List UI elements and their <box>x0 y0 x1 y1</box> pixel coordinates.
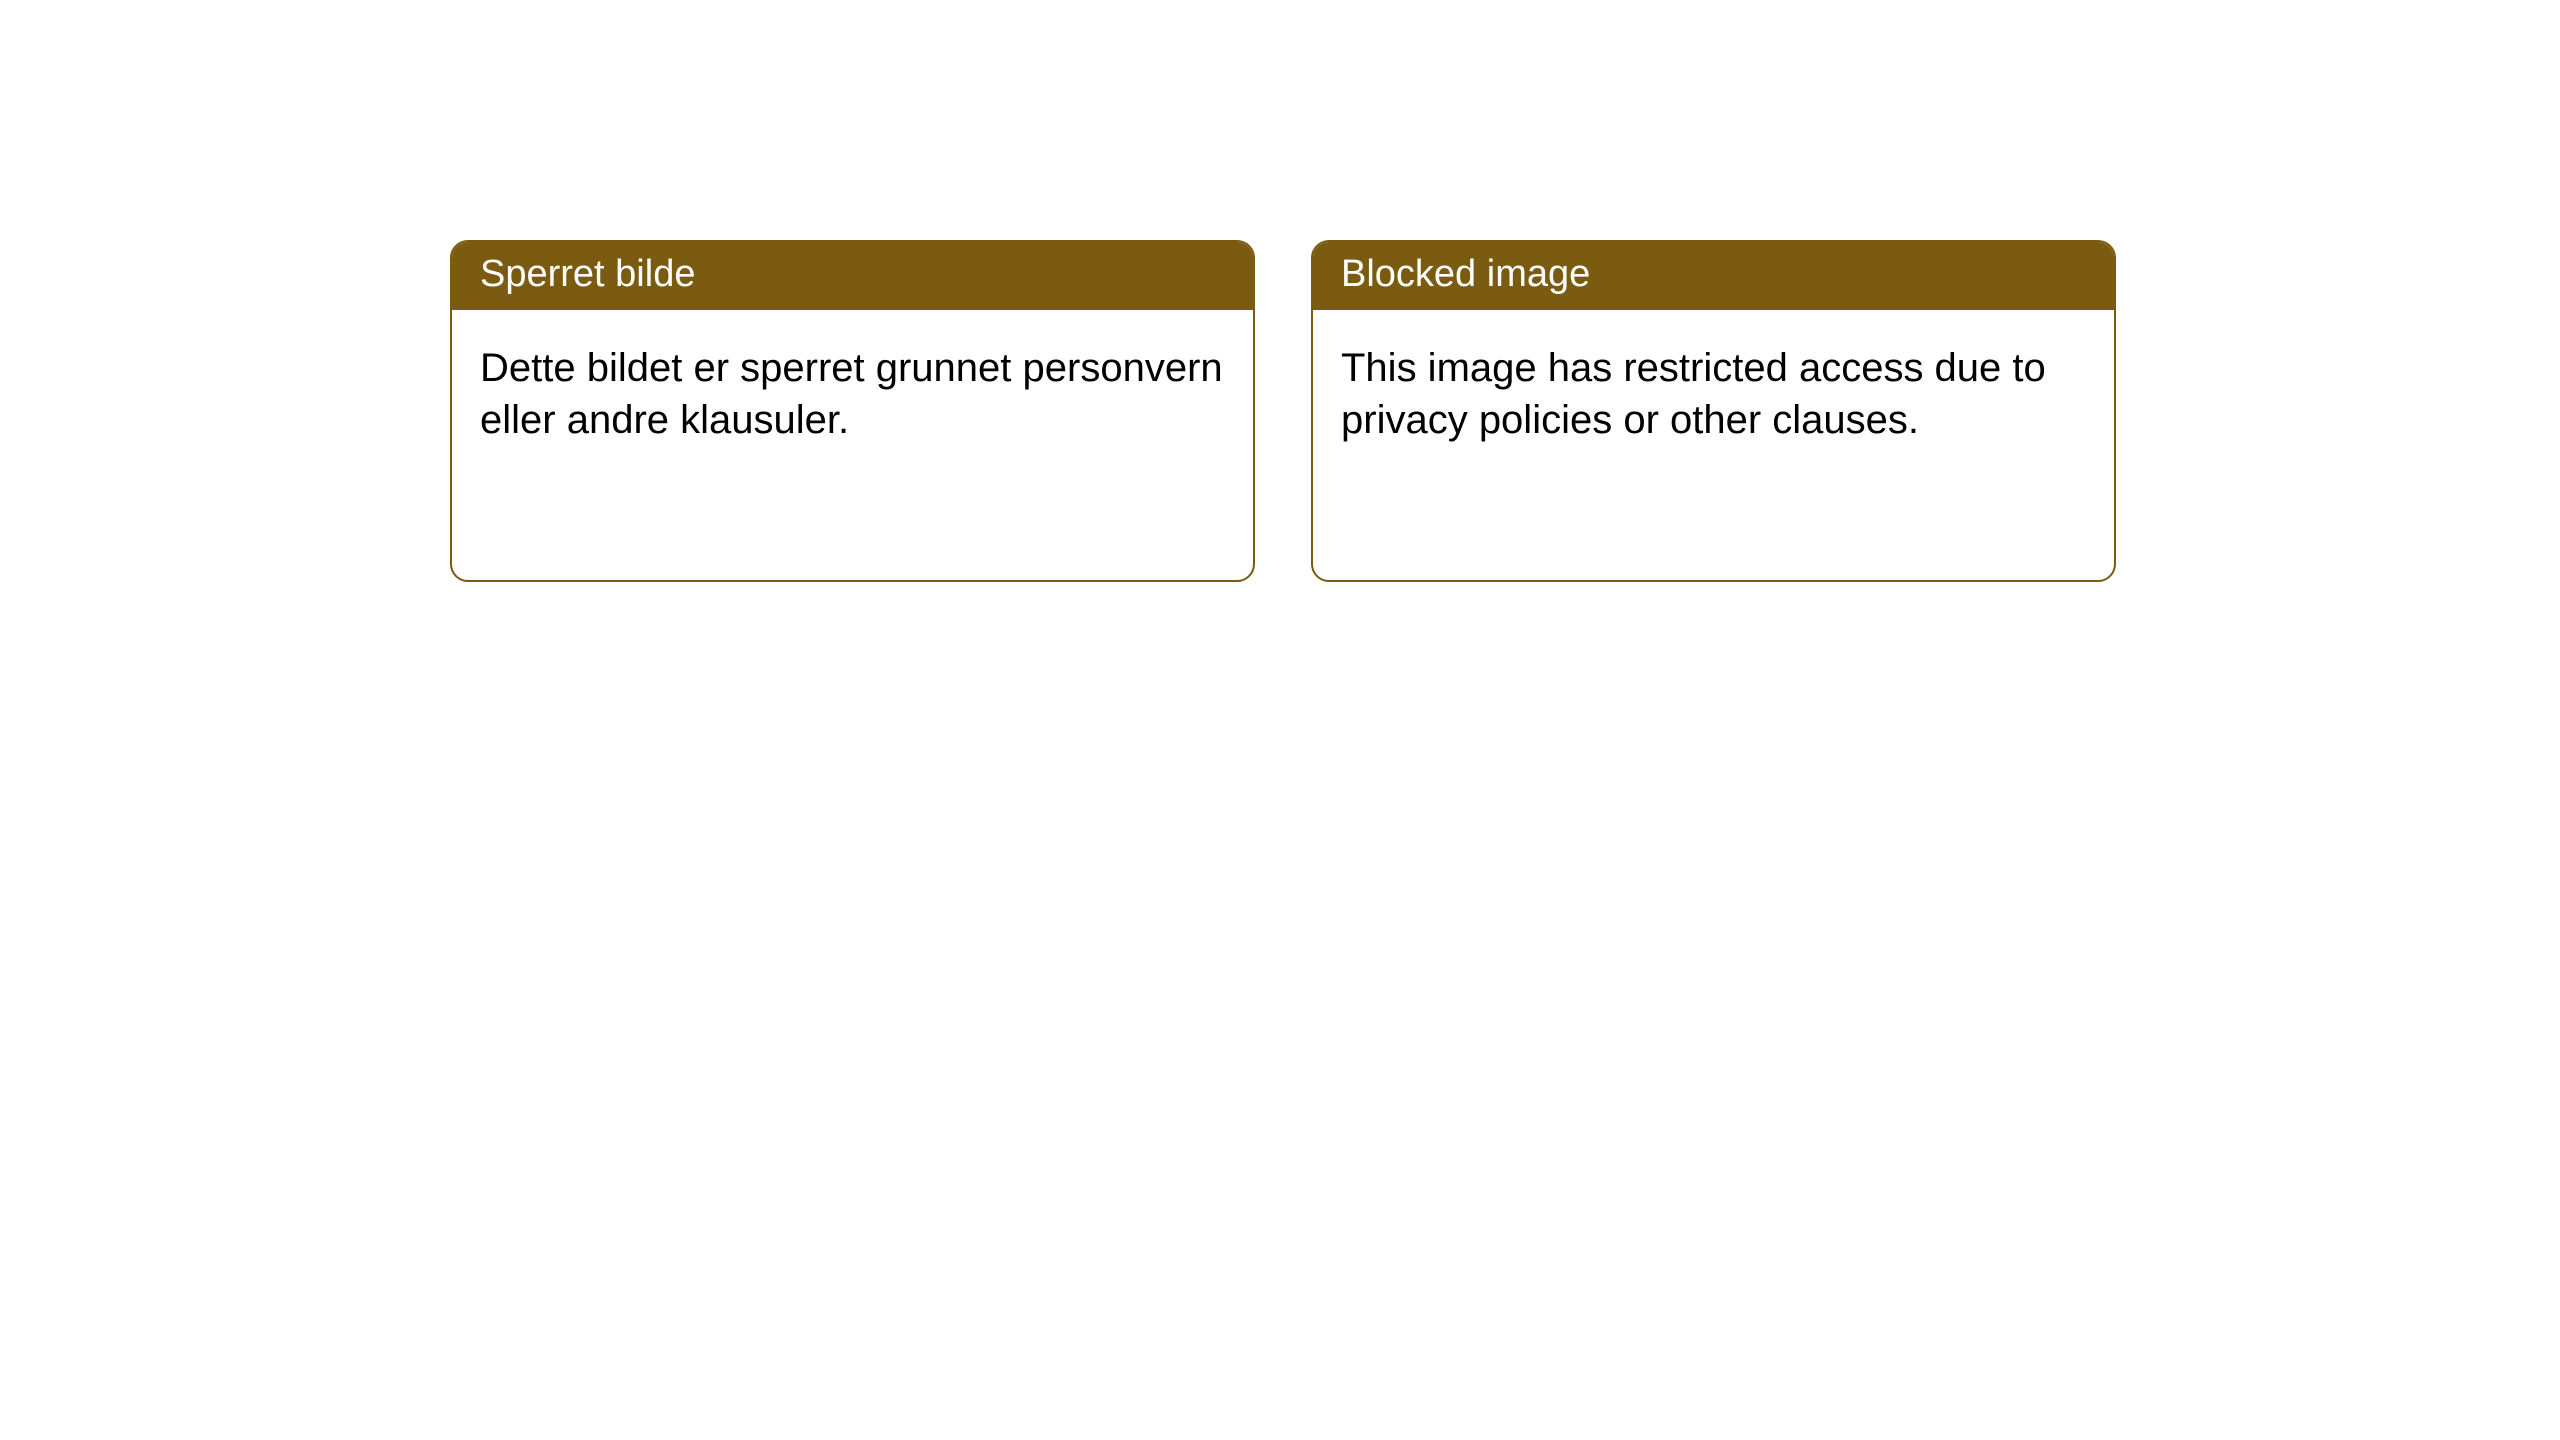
notice-header: Sperret bilde <box>452 242 1253 310</box>
notice-header-text: Blocked image <box>1341 253 1590 295</box>
notice-body-text: This image has restricted access due to … <box>1341 342 2086 446</box>
notice-header: Blocked image <box>1313 242 2114 310</box>
notice-card-norwegian: Sperret bilde Dette bildet er sperret gr… <box>450 240 1255 582</box>
notice-body-text: Dette bildet er sperret grunnet personve… <box>480 342 1225 446</box>
notice-cards-container: Sperret bilde Dette bildet er sperret gr… <box>450 240 2116 582</box>
notice-card-english: Blocked image This image has restricted … <box>1311 240 2116 582</box>
notice-header-text: Sperret bilde <box>480 253 695 295</box>
notice-body: This image has restricted access due to … <box>1313 310 2114 580</box>
notice-body: Dette bildet er sperret grunnet personve… <box>452 310 1253 580</box>
